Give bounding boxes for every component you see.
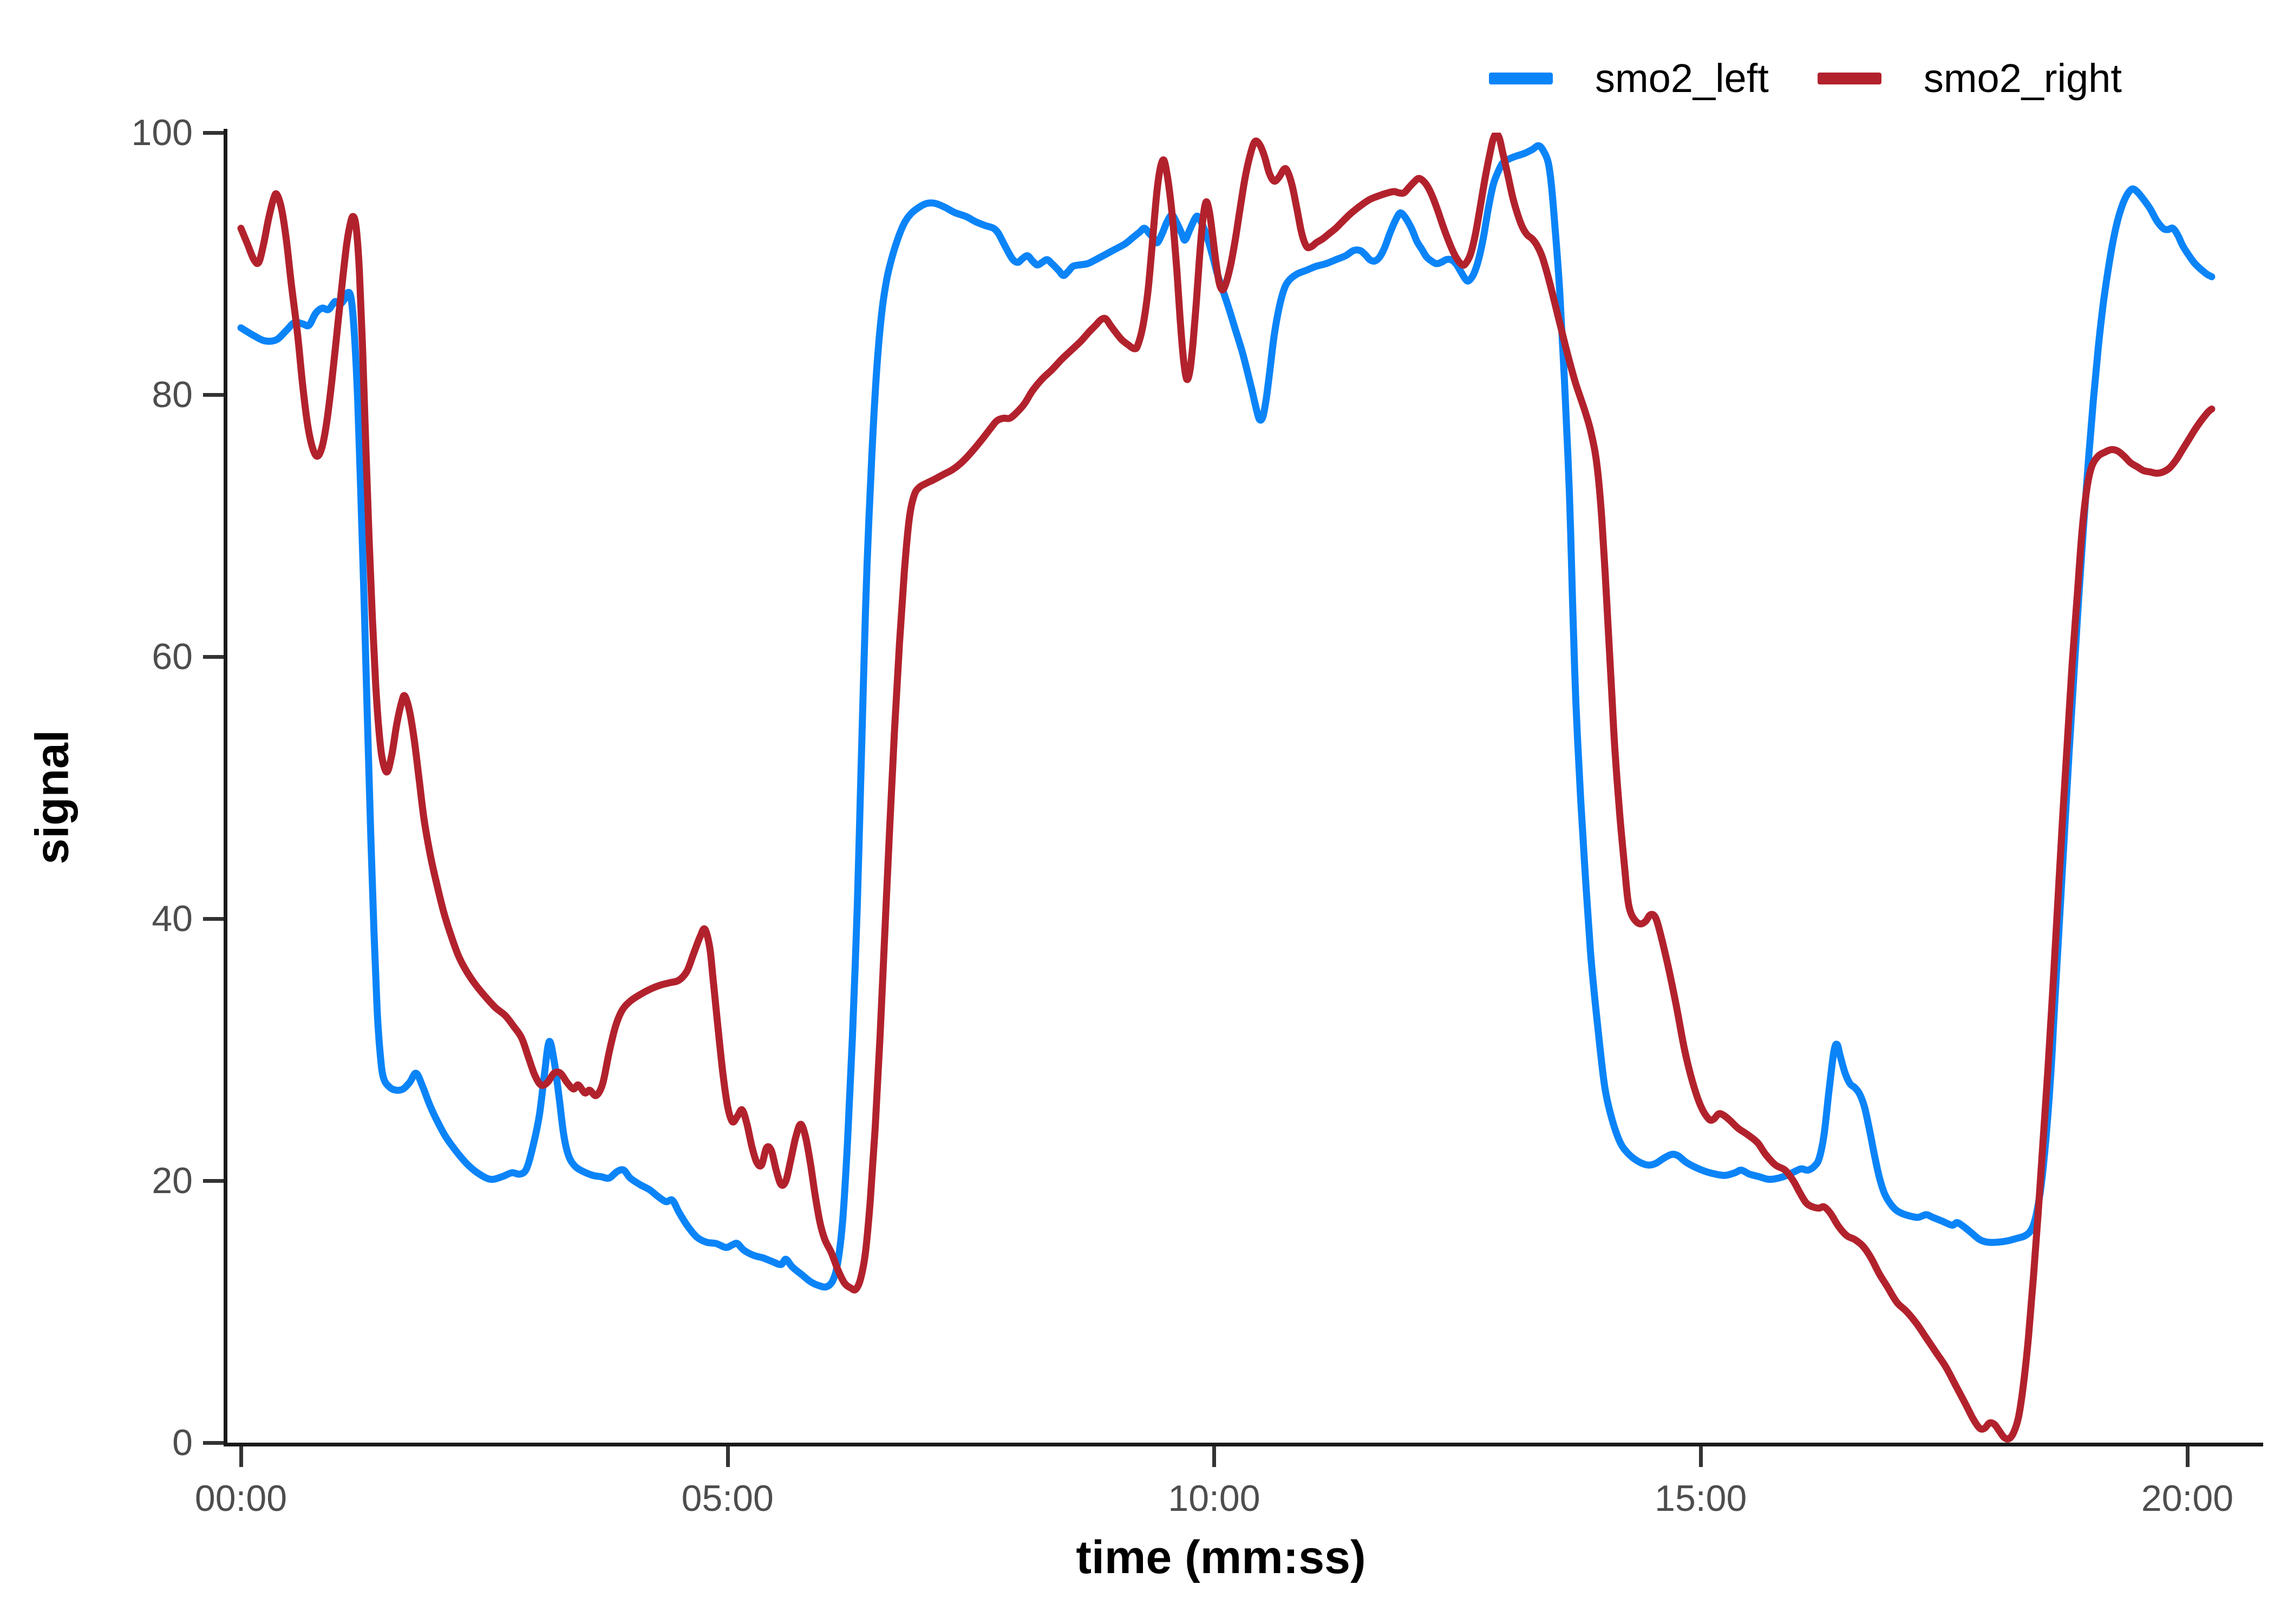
legend-item-smo2-right: smo2_right	[1817, 54, 2122, 103]
x-axis-title: time (mm:ss)	[1076, 1531, 1366, 1583]
legend-label-smo2-right: smo2_right	[1923, 56, 2122, 101]
y-tick-label-60: 60	[152, 636, 193, 677]
x-tick-label-20:00: 20:00	[2141, 1478, 2234, 1519]
y-tick-mark-60	[203, 655, 224, 659]
y-tick-mark-40	[203, 917, 224, 921]
y-tick-label-80: 80	[152, 374, 193, 415]
x-tick-label-10:00: 10:00	[1168, 1478, 1260, 1519]
y-tick-mark-80	[203, 393, 224, 397]
x-axis-line	[224, 1443, 2263, 1446]
y-tick-label-100: 100	[131, 112, 193, 153]
y-tick-mark-100	[203, 131, 224, 135]
legend: smo2_left smo2_right	[1489, 54, 2122, 103]
x-tick-mark-10:00	[1212, 1446, 1217, 1467]
y-axis-line	[224, 129, 227, 1446]
x-tick-mark-00:00	[239, 1446, 243, 1467]
x-tick-label-00:00: 00:00	[194, 1478, 287, 1519]
legend-key-smo2-right-icon	[1817, 73, 1881, 84]
y-tick-label-20: 20	[152, 1160, 193, 1201]
series-line-smo2_right	[237, 133, 2216, 1443]
series-line-smo2_left	[237, 142, 2216, 1291]
legend-label-smo2-left: smo2_left	[1595, 56, 1769, 101]
x-tick-mark-05:00	[726, 1446, 730, 1467]
plot-area	[237, 133, 2216, 1443]
y-tick-label-40: 40	[152, 898, 193, 939]
x-tick-mark-15:00	[1699, 1446, 1703, 1467]
y-tick-mark-20	[203, 1179, 224, 1183]
legend-item-smo2-left: smo2_left	[1489, 54, 1769, 103]
y-tick-mark-0	[203, 1441, 224, 1445]
x-tick-label-05:00: 05:00	[681, 1478, 774, 1519]
x-tick-mark-20:00	[2185, 1446, 2190, 1467]
legend-key-smo2-left-icon	[1489, 73, 1553, 84]
y-tick-label-0: 0	[172, 1422, 193, 1463]
x-tick-label-15:00: 15:00	[1655, 1478, 1747, 1519]
y-axis-title: signal	[26, 730, 79, 865]
